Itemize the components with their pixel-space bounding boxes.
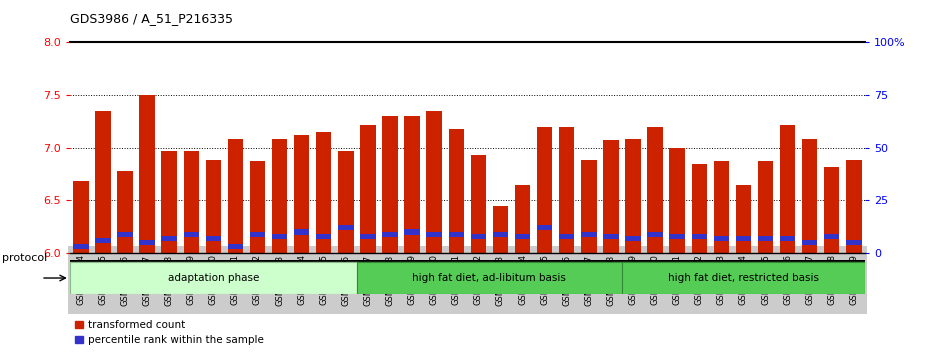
Bar	[95, 111, 111, 253]
Text: high fat diet, ad-libitum basis: high fat diet, ad-libitum basis	[413, 273, 566, 283]
Bar	[228, 139, 243, 253]
Bar	[272, 234, 287, 239]
Bar	[559, 127, 575, 253]
Bar	[117, 171, 133, 253]
Bar	[736, 185, 751, 253]
Bar	[622, 262, 865, 294]
Bar	[581, 232, 596, 237]
Text: adaptation phase: adaptation phase	[167, 273, 259, 283]
Legend: transformed count, percentile rank within the sample: transformed count, percentile rank withi…	[75, 320, 264, 345]
Bar	[670, 234, 684, 239]
Bar	[427, 232, 442, 237]
Bar	[670, 148, 684, 253]
Bar	[272, 139, 287, 253]
Bar	[427, 111, 442, 253]
Bar	[647, 232, 663, 237]
Bar	[228, 244, 243, 250]
Bar	[537, 225, 552, 230]
Bar	[183, 232, 199, 237]
Bar	[692, 164, 707, 253]
Bar	[581, 160, 596, 253]
Bar	[647, 127, 663, 253]
Bar	[515, 185, 530, 253]
Bar	[339, 151, 353, 253]
Bar	[802, 139, 817, 253]
Bar	[515, 234, 530, 239]
Bar	[780, 236, 795, 241]
Bar	[448, 129, 464, 253]
Bar	[73, 244, 88, 250]
Bar	[780, 125, 795, 253]
Bar	[250, 232, 265, 237]
Bar	[357, 262, 622, 294]
Bar	[183, 151, 199, 253]
Bar	[537, 127, 552, 253]
Bar	[206, 236, 221, 241]
Bar	[140, 95, 154, 253]
Bar	[758, 161, 773, 253]
Bar	[382, 116, 398, 253]
Bar	[360, 234, 376, 239]
Bar	[360, 125, 376, 253]
Bar	[316, 132, 331, 253]
Bar	[736, 236, 751, 241]
Bar	[206, 160, 221, 253]
Bar	[448, 232, 464, 237]
Bar	[339, 225, 353, 230]
Bar	[758, 236, 773, 241]
Bar	[604, 234, 618, 239]
Bar	[692, 234, 707, 239]
Bar	[294, 135, 310, 253]
Bar	[824, 234, 840, 239]
Bar	[73, 182, 88, 253]
Bar	[824, 167, 840, 253]
Bar	[625, 236, 641, 241]
Bar	[471, 155, 486, 253]
Bar	[493, 232, 508, 237]
Bar	[117, 232, 133, 237]
Bar	[713, 161, 729, 253]
Bar	[625, 139, 641, 253]
Bar	[846, 160, 861, 253]
Bar	[294, 229, 310, 235]
Bar	[471, 234, 486, 239]
Text: high fat diet, restricted basis: high fat diet, restricted basis	[668, 273, 819, 283]
Bar	[493, 206, 508, 253]
Bar	[95, 238, 111, 243]
Bar	[802, 240, 817, 245]
Bar	[713, 236, 729, 241]
Bar	[559, 234, 575, 239]
Bar	[405, 229, 419, 235]
Text: GDS3986 / A_51_P216335: GDS3986 / A_51_P216335	[70, 12, 232, 25]
Bar	[140, 240, 154, 245]
Bar	[405, 116, 419, 253]
Bar	[250, 161, 265, 253]
Bar	[316, 234, 331, 239]
Bar	[382, 232, 398, 237]
Bar	[162, 236, 177, 241]
Bar	[162, 151, 177, 253]
Bar	[846, 240, 861, 245]
Text: protocol: protocol	[2, 253, 47, 263]
Bar	[604, 141, 618, 253]
Bar	[70, 262, 357, 294]
